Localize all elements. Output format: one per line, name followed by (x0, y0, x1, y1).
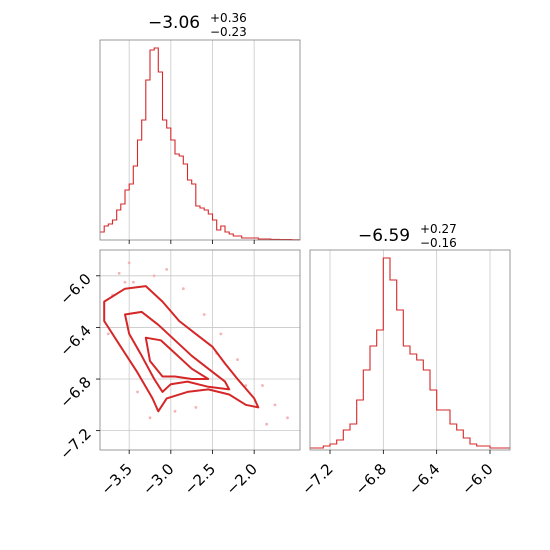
hist-y-panel: −7.2 −6.8 −6.4 −6.0 −6.59 +0.27 −0.16 (298, 222, 511, 499)
contour-xtick-label-0: −3.5 (97, 460, 135, 498)
scatter-point-14 (173, 409, 177, 413)
scatter-point-4 (181, 287, 185, 291)
contour-inner (144, 336, 210, 380)
contour-xtick-label-3: −2.0 (222, 460, 260, 498)
contour-ytick-label-1: −6.4 (56, 322, 94, 360)
hist-y-step-line (310, 257, 510, 449)
hist-y-xtick-label-1: −6.8 (352, 460, 390, 498)
scatter-point-7 (236, 358, 239, 362)
hist-x-ticks (128, 240, 255, 244)
hist-x-title-lower-error: −0.23 (210, 25, 247, 39)
contour-ytick-label-0: −6.0 (56, 270, 94, 308)
hist-y-title-value: −6.59 (358, 226, 410, 246)
hist-y-xtick-label-0: −7.2 (298, 460, 336, 498)
scatter-point-10 (286, 416, 289, 420)
hist-y-frame (309, 249, 511, 451)
contour-ytick-label-3: −7.2 (56, 425, 94, 463)
scatter-point-5 (202, 313, 206, 316)
scatter-point-12 (136, 390, 139, 394)
hist-x-gridlines (128, 40, 255, 240)
scatter-point-21 (131, 280, 135, 284)
hist-y-xtick-label-3: −6.0 (458, 460, 496, 498)
scatter-point-16 (127, 261, 131, 265)
hist-x-title-upper-error: +0.36 (210, 11, 247, 25)
hist-x-title-value: −3.06 (148, 13, 200, 33)
scatter-point-6 (219, 332, 223, 336)
contour-gridlines (100, 250, 300, 450)
scatter-point-2 (152, 274, 156, 278)
contour-outer (103, 285, 260, 413)
scatter-point-1 (123, 280, 127, 284)
contour-ytick-label-2: −6.8 (56, 373, 94, 411)
hist-y-ticks: −7.2 −6.8 −6.4 −6.0 (298, 450, 497, 499)
scatter-point-11 (106, 332, 110, 336)
hist-y-xtick-label-2: −6.4 (405, 460, 443, 498)
hist-x-panel: −3.06 +0.36 −0.23 (99, 11, 301, 244)
scatter-point-3 (165, 267, 169, 271)
scatter-point-15 (194, 406, 198, 409)
scatter-point-19 (265, 422, 269, 426)
contour-xtick-label-1: −3.0 (139, 460, 177, 498)
hist-y-title-lower-error: −0.16 (420, 236, 457, 250)
scatter-point-13 (148, 416, 152, 420)
hist-x-frame (99, 39, 301, 241)
contour-mid (124, 310, 231, 393)
contour-frame (99, 249, 301, 451)
scatter-point-9 (273, 403, 277, 407)
contour-xtick-label-2: −2.5 (181, 460, 219, 498)
scatter-point-18 (244, 384, 248, 387)
contour-panel: −3.5 −3.0 −2.5 −2.0 −6.0 −6.4 −6.8 −7.2 (56, 249, 301, 499)
hist-x-step-line (100, 47, 300, 241)
scatter-point-8 (261, 384, 264, 387)
hist-y-title-upper-error: +0.27 (420, 222, 457, 236)
contour-levels (103, 285, 260, 413)
scatter-point-0 (117, 271, 121, 275)
